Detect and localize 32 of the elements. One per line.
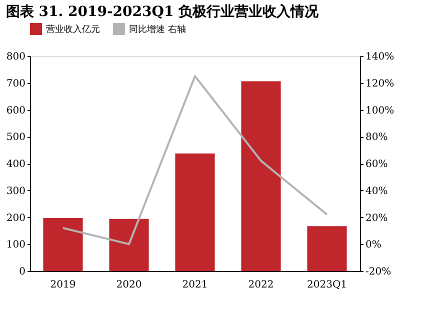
y-tick-label: 600	[6, 105, 26, 116]
y-tick-label: 500	[6, 132, 26, 144]
x-tick-label: 2022	[248, 280, 274, 290]
bar	[175, 154, 215, 271]
y2-tick-label: 140%	[366, 52, 394, 62]
y-tick-label: 100	[6, 240, 26, 251]
y-tick-label: 200	[6, 212, 26, 224]
y-tick-label: 300	[6, 186, 26, 197]
x-tick-label: 2020	[116, 280, 142, 290]
y2-tick-label: 40%	[366, 186, 388, 197]
legend-label: 同比增速 右轴	[129, 24, 186, 35]
bar	[307, 226, 347, 271]
y2-tick-label: 80%	[366, 132, 388, 144]
y2-tick-label: -20%	[366, 266, 392, 278]
y2-tick-label: 120%	[366, 78, 394, 90]
y2-tick-label: 60%	[366, 159, 388, 170]
line-series	[62, 75, 328, 246]
y2-tick-label: 100%	[366, 105, 394, 116]
chart-title: 图表 31. 2019-2023Q1 负极行业营业收入情况	[6, 4, 320, 20]
x-tick-label: 2019	[50, 280, 76, 290]
y2-tick-label: 0%	[366, 240, 382, 251]
bar	[109, 218, 149, 271]
y-tick-label: 0	[19, 266, 26, 278]
bar	[43, 218, 83, 271]
x-tick-label: 2023Q1	[306, 280, 348, 290]
y-tick-label: 700	[6, 78, 26, 90]
bar	[241, 81, 281, 271]
y2-tick-label: 20%	[366, 212, 388, 224]
x-tick-label: 2021	[182, 280, 208, 290]
legend-label: 营业收入亿元	[46, 24, 100, 35]
y-tick-label: 400	[6, 159, 26, 170]
y-tick-label: 800	[6, 52, 26, 62]
